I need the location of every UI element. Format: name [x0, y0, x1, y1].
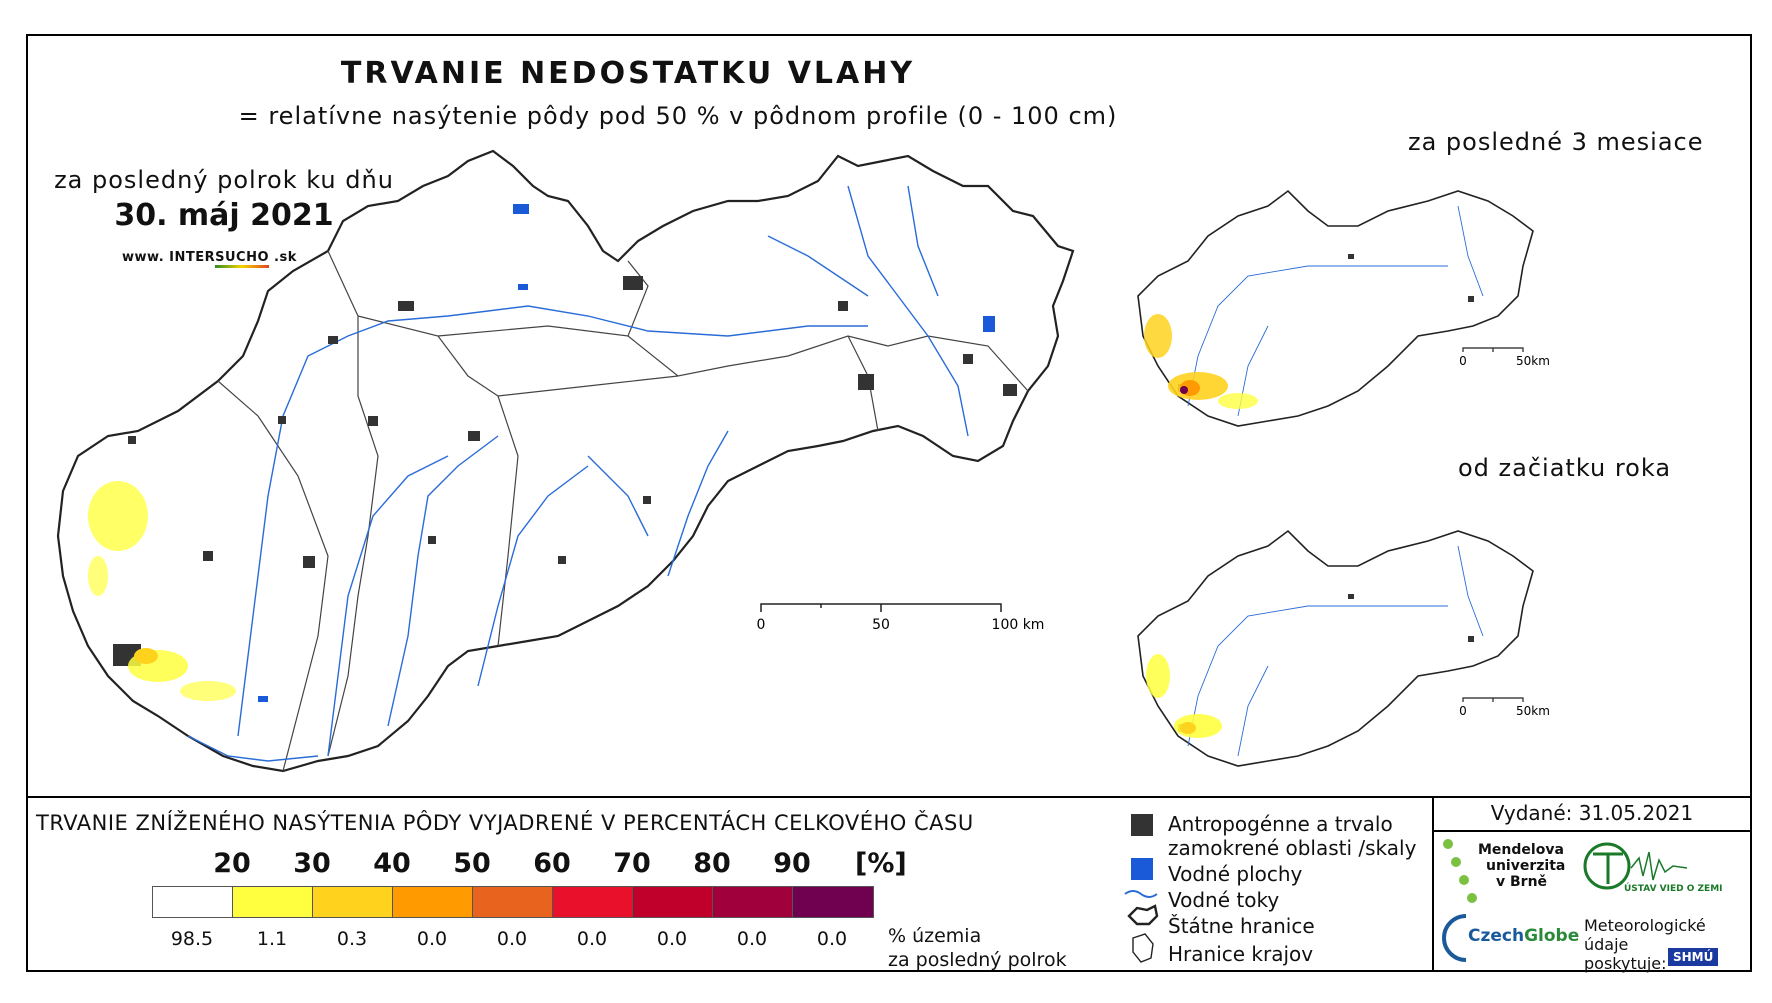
legend-symbols [1124, 814, 1159, 963]
issued-date: Vydané: 31.05.2021 [1490, 801, 1694, 825]
small-map-1: 0 50km [1137, 189, 1550, 427]
class-break-50: 50 [453, 848, 491, 879]
ramp-swatch [153, 887, 233, 917]
dryness-areas [88, 481, 236, 701]
area-note-line1: % územia [888, 925, 982, 947]
date-label: 30. máj 2021 [114, 198, 334, 233]
ramp-swatch [473, 887, 553, 917]
area-pct: 0.3 [336, 928, 368, 950]
meteo-credit: Meteorologické údaje poskytuje: [1584, 916, 1706, 973]
dark-square-icon [1131, 814, 1153, 836]
area-pct: 0.0 [576, 928, 608, 950]
class-break-80: 80 [693, 848, 731, 879]
area-pct: 0.0 [496, 928, 528, 950]
region-border-icon [1132, 933, 1154, 963]
meteo-line2: údaje [1584, 935, 1629, 954]
small-map-1-scale-0: 0 [1459, 354, 1467, 368]
legend-title: TRVANIE ZNÍŽENÉHO NASÝTENIA PÔDY VYJADRE… [36, 811, 974, 835]
ramp-swatch [313, 887, 393, 917]
legend-item-urban: Antropogénne a trvalo zamokrené oblasti … [1168, 812, 1416, 860]
color-ramp [152, 886, 874, 918]
area-pct: 1.1 [256, 928, 288, 950]
shmu-logo: SHMÚ [1668, 948, 1719, 966]
map-frame: TRVANIE NEDOSTATKU VLAHY = relatívne nas… [26, 34, 1752, 973]
area-note: % územia za posledný polrok [888, 924, 1067, 972]
river-line-icon [1124, 890, 1158, 898]
legend-item-water: Vodné plochy [1168, 862, 1303, 886]
legend-item-rivers: Vodné toky [1168, 888, 1280, 912]
logo-separator [1432, 798, 1434, 970]
urban-areas [113, 276, 1017, 666]
scale-label-50: 50 [872, 617, 890, 633]
slovakia-outline [56, 149, 1075, 773]
small-map-2-scale-0: 0 [1459, 704, 1467, 718]
legend-item-state-border: Štátne hranice [1168, 914, 1315, 938]
mendel-line1: Mendelova [1478, 842, 1564, 858]
scale-label-0: 0 [757, 617, 766, 633]
map-subtitle: = relatívne nasýtenie pôdy pod 50 % v pô… [238, 102, 1118, 130]
meteo-line3: poskytuje: [1584, 954, 1667, 973]
class-break-60: 60 [533, 848, 571, 879]
legend-urban-line1: Antropogénne a trvalo [1168, 812, 1393, 836]
area-note-line2: za posledný polrok [888, 949, 1067, 971]
small-map-2-scale-50: 50km [1516, 704, 1550, 718]
czechglobe-logo: CzechGlobe [1468, 926, 1579, 946]
legend-unit: [%] [855, 848, 907, 879]
legend-item-region-border: Hranice krajov [1168, 942, 1314, 966]
small-map-2-title: od začiatku roka [1458, 454, 1672, 482]
website-link[interactable]: www. INTERSUCHO .sk [122, 250, 297, 268]
website-prefix: www. INTER [122, 250, 216, 265]
class-break-90: 90 [773, 848, 811, 879]
map-title: TRVANIE NEDOSTATKU VLAHY [340, 56, 916, 91]
mendel-dots-icon [1443, 839, 1477, 903]
legend-separator [28, 796, 1750, 798]
period-label: za posledný polrok ku dňu [54, 166, 394, 194]
meteo-line1: Meteorologické [1584, 916, 1706, 935]
website-suffix: .sk [269, 250, 297, 265]
ramp-swatch [393, 887, 473, 917]
main-map: 0 50 100 km [56, 149, 1075, 773]
class-break-70: 70 [613, 848, 651, 879]
ramp-swatch [793, 887, 873, 917]
class-break-20: 20 [213, 848, 251, 879]
uvz-logo-text: ÚSTAV VIED O ZEMI [1624, 884, 1723, 894]
czechglobe-b: Globe [1524, 926, 1580, 946]
ramp-swatch [713, 887, 793, 917]
czechglobe-a: Czech [1468, 926, 1525, 946]
mendel-line2: univerzita [1486, 858, 1566, 874]
small-map-1-scale-50: 50km [1516, 354, 1550, 368]
scale-label-100: 100 km [992, 617, 1045, 633]
blue-square-icon [1131, 858, 1153, 880]
class-break-40: 40 [373, 848, 411, 879]
scale-bar: 0 50 100 km [757, 603, 1045, 633]
czechglobe-arc-icon [1442, 914, 1467, 962]
website-highlight: SUCHO [215, 250, 270, 268]
small-map-2: 0 50km [1137, 529, 1550, 767]
legend-urban-line2: zamokrené oblasti /skaly [1168, 836, 1417, 860]
rivers [187, 185, 969, 762]
state-border-icon [1127, 904, 1159, 926]
ramp-swatch [233, 887, 313, 917]
ramp-swatch [553, 887, 633, 917]
class-break-30: 30 [293, 848, 331, 879]
issued-separator [1432, 830, 1750, 832]
area-pct: 0.0 [816, 928, 848, 950]
area-pct: 0.0 [416, 928, 448, 950]
ramp-swatch [633, 887, 713, 917]
region-borders [217, 250, 1029, 772]
area-pct: 98.5 [170, 928, 214, 950]
mendel-logo: Mendelova univerzita v Brně [1478, 842, 1565, 890]
area-pct: 0.0 [656, 928, 688, 950]
uvz-logo-icon [1583, 842, 1688, 890]
water-bodies [258, 204, 995, 702]
small-map-1-title: za posledné 3 mesiace [1408, 128, 1704, 156]
area-pct: 0.0 [736, 928, 768, 950]
mendel-line3: v Brně [1496, 874, 1548, 890]
